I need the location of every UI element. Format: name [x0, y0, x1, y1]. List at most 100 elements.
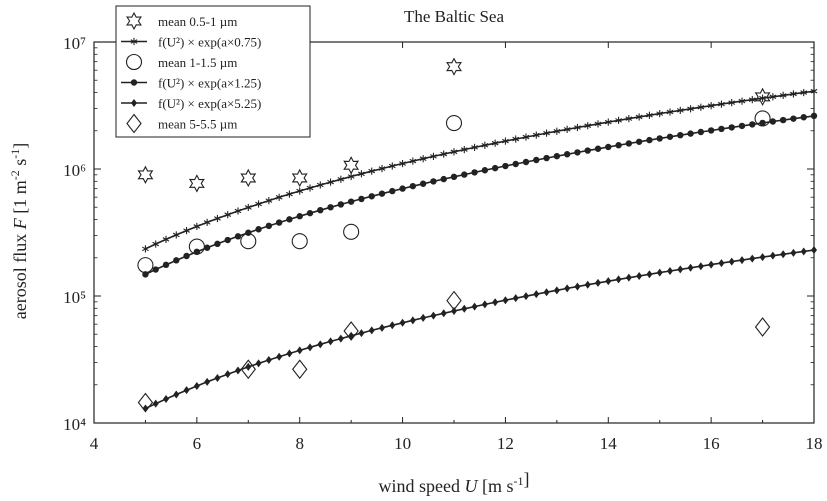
series-point	[450, 173, 458, 181]
x-axis-label-part: -1	[513, 474, 523, 488]
series-point	[193, 381, 200, 390]
marker-stroke	[244, 205, 252, 210]
x-tick-label: 6	[193, 434, 202, 453]
series-4	[142, 246, 817, 413]
marker-stroke	[769, 94, 777, 100]
legend-marker	[131, 99, 137, 107]
series-point	[409, 157, 417, 165]
series-point	[214, 214, 221, 223]
legend-marker	[126, 11, 142, 31]
series-point	[327, 204, 334, 211]
series-point	[399, 159, 406, 168]
series-point	[224, 370, 231, 379]
y-axis-label-part: ]	[10, 143, 30, 149]
series-point	[399, 185, 406, 192]
series-3	[142, 112, 818, 278]
marker-stroke	[759, 95, 766, 101]
marker-stroke	[296, 188, 304, 194]
series-point	[235, 366, 241, 375]
legend-marker	[126, 113, 142, 134]
series-point	[677, 265, 684, 274]
series-point	[193, 222, 201, 231]
marker-stroke	[687, 106, 694, 112]
series-point	[142, 271, 149, 278]
series-point	[378, 164, 386, 173]
marker-stroke	[563, 127, 571, 132]
series-layer	[137, 57, 818, 413]
series-point	[707, 102, 715, 110]
series-point	[347, 198, 355, 205]
marker-stroke	[130, 39, 138, 44]
y-axis-label-part: aerosol flux	[10, 229, 30, 319]
series-point	[440, 150, 448, 158]
x-axis-label-part: U	[464, 476, 478, 496]
series-point	[204, 377, 211, 386]
series-point	[234, 233, 242, 240]
series-point	[512, 160, 519, 168]
marker-stroke	[409, 158, 417, 164]
series-point	[646, 111, 653, 119]
series-point	[162, 261, 170, 269]
series-point	[502, 137, 509, 145]
series-point	[307, 343, 313, 352]
series-point	[306, 184, 314, 192]
series-point	[697, 103, 705, 111]
series-point	[739, 256, 745, 265]
marker-stroke	[676, 108, 684, 113]
marker-stroke	[203, 220, 211, 225]
series-point	[522, 133, 530, 141]
series-point	[163, 395, 169, 404]
series-point	[574, 149, 581, 156]
marker-stroke	[615, 118, 622, 123]
series-point	[728, 99, 736, 107]
series-point	[523, 292, 529, 301]
y-axis: 10⁴ 10⁵ 10⁶ 10⁷	[63, 34, 814, 434]
series-line	[145, 115, 815, 276]
series-point	[419, 155, 427, 163]
series-point	[152, 399, 159, 408]
marker-stroke	[275, 195, 283, 200]
series-point	[481, 300, 488, 309]
series-point	[173, 257, 180, 264]
legend-label: mean 0.5-1 µm	[158, 14, 237, 29]
y-axis-label: aerosol flux F [1 m-2 s-1]	[8, 143, 30, 320]
data-point	[137, 165, 154, 184]
data-point	[291, 168, 308, 188]
series-point	[193, 248, 201, 256]
marker-stroke	[183, 228, 190, 233]
series-point	[430, 152, 437, 160]
series-point	[450, 148, 458, 156]
series-point	[595, 278, 601, 287]
series-point	[265, 356, 272, 365]
series-point	[718, 125, 725, 133]
series-point	[471, 143, 478, 152]
marker-stroke	[738, 98, 746, 104]
marker-stroke	[748, 97, 756, 102]
marker-stroke	[265, 198, 273, 203]
series-point	[615, 275, 622, 284]
legend-label: f(U²) × exp(a×1.25)	[158, 76, 261, 91]
series-5	[137, 290, 771, 413]
series-point	[430, 178, 437, 185]
series-point	[800, 114, 807, 121]
series-point	[687, 105, 694, 113]
marker-stroke	[255, 201, 262, 207]
marker-stroke	[625, 116, 633, 121]
series-point	[471, 302, 478, 311]
marker-stroke	[234, 208, 242, 214]
marker-stroke	[790, 91, 797, 97]
marker-stroke	[656, 111, 664, 116]
marker-stroke	[718, 101, 725, 107]
chart-title: The Baltic Sea	[404, 7, 505, 26]
series-point	[738, 97, 746, 105]
series-point	[666, 133, 674, 140]
y-tick-label: 10⁵	[63, 288, 86, 307]
series-point	[440, 175, 447, 183]
marker-stroke	[368, 168, 376, 174]
series-point	[255, 226, 262, 233]
series-point	[708, 260, 715, 269]
data-point	[137, 257, 154, 274]
x-tick-label: 14	[600, 434, 618, 453]
legend: mean 0.5-1 µm f(U²) × exp(a×0.75) mean 1-1…	[115, 5, 311, 138]
